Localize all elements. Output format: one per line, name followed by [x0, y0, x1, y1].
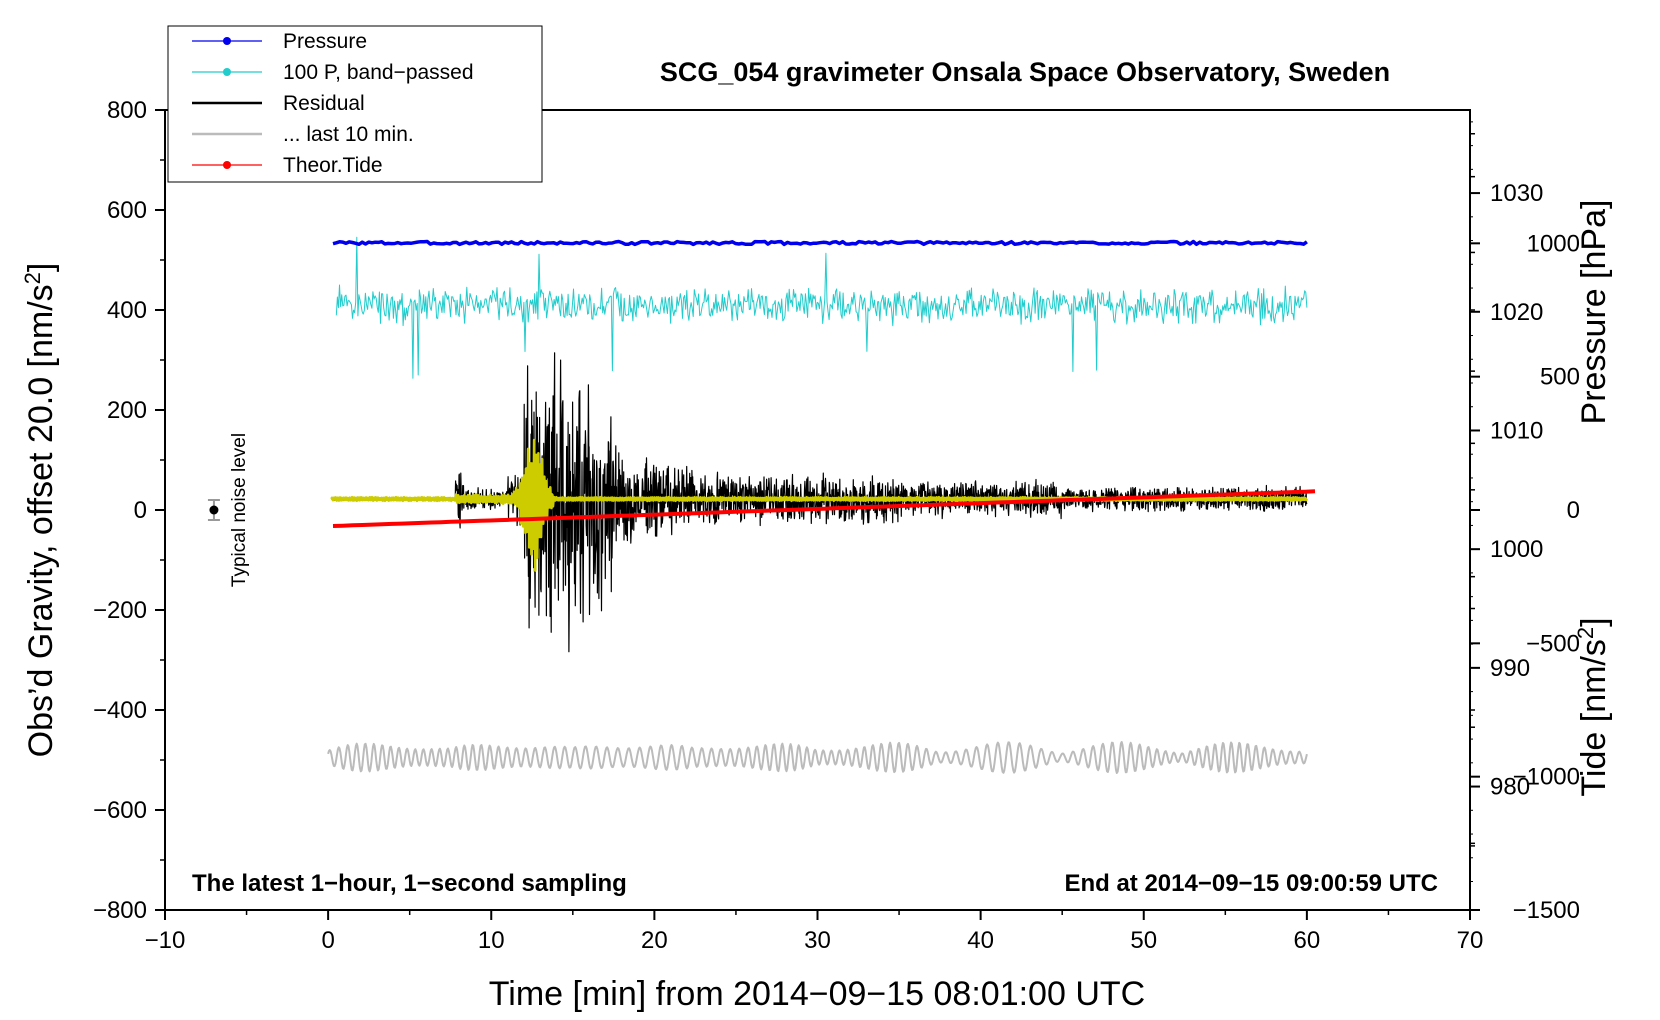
x-tick-label: 50 — [1130, 927, 1157, 954]
x-tick-label: 30 — [804, 927, 831, 954]
x-tick-label: 20 — [641, 927, 668, 954]
pressure-axis-title: Pressure [hPa] — [1575, 200, 1613, 425]
tide-axis-title: Tide [nm/s2] — [1573, 617, 1613, 796]
tide-tick-label: 500 — [1540, 364, 1580, 391]
series-theor-tide-line — [332, 489, 1316, 528]
tide-tick-label: 0 — [1567, 497, 1580, 524]
y-tick-label: 200 — [107, 397, 147, 424]
y-axis-tide: 1000 500 0 −500 −1000 −1500 — [1470, 175, 1580, 924]
legend-label: ... last 10 min. — [283, 123, 414, 146]
tide-axis-title-main: Tide [nm/s — [1575, 639, 1613, 796]
legend-label: Theor.Tide — [283, 154, 383, 177]
noise-level-label: Typical noise level — [229, 433, 250, 587]
pressure-tick-label: 980 — [1490, 774, 1530, 801]
y-axis-title-sup: 2 — [20, 272, 45, 284]
series-residual-bandpassed-line — [330, 438, 1309, 572]
footer-left-annotation: The latest 1−hour, 1−second sampling — [192, 870, 627, 897]
y-tick-label: −200 — [93, 597, 147, 624]
tide-axis-title-sup: 2 — [1573, 627, 1598, 639]
x-axis-title: Time [min] from 2014−09−15 08:01:00 UTC — [489, 975, 1145, 1013]
legend-swatch-marker — [223, 68, 231, 76]
footer-right-annotation: End at 2014−09−15 09:00:59 UTC — [1064, 870, 1438, 897]
y-axis-title-close: ] — [22, 263, 60, 272]
x-tick-label: 60 — [1294, 927, 1321, 954]
tide-tick-label: −500 — [1526, 630, 1580, 657]
tide-tick-label: −1000 — [1513, 764, 1580, 791]
legend-label: Pressure — [283, 30, 367, 53]
noise-level-marker — [207, 499, 220, 521]
y-tick-label: 800 — [107, 97, 147, 124]
noise-point — [209, 505, 219, 515]
pressure-tick-label: 1030 — [1490, 180, 1543, 207]
series-layer — [327, 236, 1316, 774]
pressure-tick-label: 1010 — [1490, 417, 1543, 444]
x-tick-label: 10 — [478, 927, 505, 954]
y-tick-label: 0 — [134, 497, 147, 524]
legend: Pressure 100 P, band−passed Residual ... la… — [167, 25, 543, 183]
legend-label: 100 P, band−passed — [283, 61, 474, 84]
y-tick-label: −800 — [93, 897, 147, 924]
x-tick-label: 0 — [321, 927, 334, 954]
tide-tick-label: 1000 — [1527, 230, 1580, 257]
pressure-tick-label: 1020 — [1490, 299, 1543, 326]
legend-label: Residual — [283, 92, 365, 115]
tide-tick-label: −1500 — [1513, 897, 1580, 924]
legend-swatch-marker — [223, 161, 231, 169]
y-axis-title: Obs’d Gravity, offset 20.0 [nm/s2] — [20, 263, 60, 758]
legend-swatch-marker — [223, 37, 231, 45]
y-tick-label: −400 — [93, 697, 147, 724]
series-last-10-min-line — [327, 741, 1308, 774]
pressure-tick-label: 1000 — [1490, 536, 1543, 563]
x-tick-label: −10 — [145, 927, 186, 954]
y-tick-label: −600 — [93, 797, 147, 824]
series-bandpassed-pressure-line — [335, 236, 1308, 379]
y-tick-label: 600 — [107, 197, 147, 224]
y-axis-gravity: 800 600 400 200 0 −200 −400 −600 −800 — [93, 97, 165, 924]
y-axis-title-main: Obs’d Gravity, offset 20.0 [nm/s — [22, 284, 60, 757]
chart-title: SCG_054 gravimeter Onsala Space Observat… — [660, 57, 1390, 87]
x-tick-label: 40 — [967, 927, 994, 954]
series-pressure-line — [332, 239, 1308, 247]
x-tick-label: 70 — [1457, 927, 1484, 954]
y-axis-pressure: 1030 1020 1010 1000 990 980 — [1470, 121, 1543, 883]
x-axis: −10 0 10 20 30 40 50 60 70 — [145, 910, 1484, 954]
tide-axis-title-close: ] — [1575, 617, 1613, 626]
y-tick-label: 400 — [107, 297, 147, 324]
pressure-tick-label: 990 — [1490, 655, 1530, 682]
